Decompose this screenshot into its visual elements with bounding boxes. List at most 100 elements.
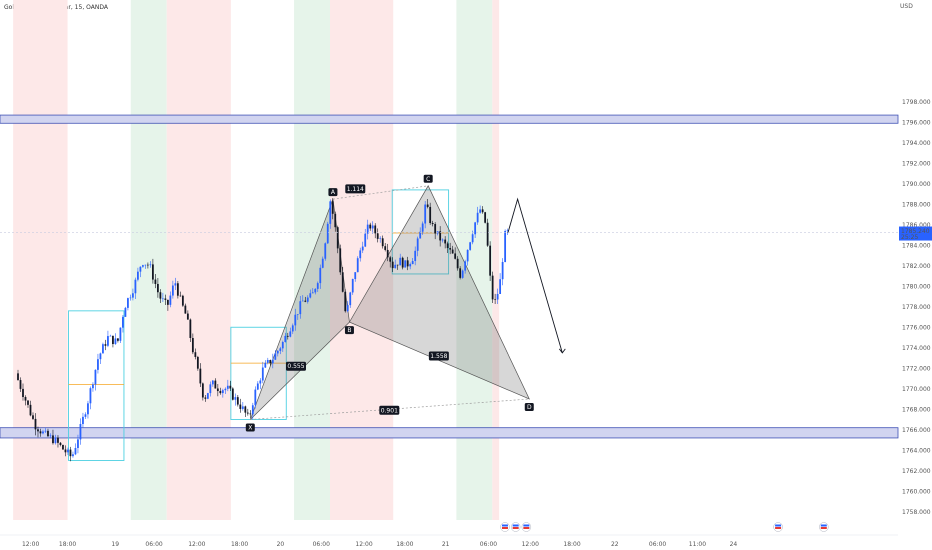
candle-body — [391, 261, 394, 269]
price-axis[interactable]: USD 1758.000 1760.000 1762.000 1764.000 1766.… — [0, 3, 932, 516]
time-tick: 11:00 — [689, 541, 706, 548]
candle-body — [161, 298, 164, 300]
candle-body — [409, 264, 412, 267]
candle-body — [134, 279, 137, 294]
candle-body — [341, 272, 344, 292]
candle-body — [491, 275, 494, 300]
us-event-flag-icon[interactable] — [510, 522, 521, 532]
us-event-flag-icon[interactable] — [773, 522, 783, 532]
point-label-C: C — [426, 176, 430, 183]
candle-body — [271, 359, 274, 364]
candle-body — [376, 233, 379, 239]
candle-body — [259, 380, 262, 384]
candle-body — [164, 298, 167, 300]
candle-body — [346, 305, 349, 312]
candle-body — [54, 437, 57, 444]
candle-body — [32, 415, 34, 419]
candle-body — [189, 319, 192, 339]
candle-body — [406, 260, 409, 267]
candle-body — [39, 431, 42, 434]
candle-body — [494, 299, 497, 301]
candle-body — [276, 350, 279, 354]
candle-body — [356, 258, 359, 273]
projection-line — [507, 197, 563, 354]
range-box — [68, 310, 125, 461]
candle-body — [289, 331, 292, 337]
candle-body — [316, 283, 319, 289]
candle-body — [244, 406, 247, 413]
candle-body — [139, 266, 142, 272]
time-tick: 06:00 — [145, 541, 162, 548]
candle-body — [411, 261, 414, 265]
candle-body — [166, 299, 169, 305]
time-tick: 12:00 — [522, 541, 539, 548]
candle-body — [59, 442, 62, 446]
candle-body — [241, 406, 244, 409]
candle-body — [204, 397, 207, 399]
time-tick: 22 — [611, 541, 619, 548]
time-tick: 24 — [730, 541, 738, 548]
pattern-ac-line — [332, 185, 429, 200]
candle-body — [496, 294, 499, 300]
range-box — [391, 189, 450, 275]
economic-events[interactable] — [500, 522, 829, 532]
us-event-flag-icon[interactable] — [500, 522, 510, 532]
candle-body — [481, 209, 484, 213]
candle-body — [186, 313, 189, 320]
flag-red — [820, 527, 827, 529]
candle-body — [469, 242, 472, 250]
us-event-flag-icon[interactable] — [521, 522, 532, 532]
candle-body — [226, 385, 229, 389]
candle-body — [112, 335, 114, 345]
candle-body — [426, 204, 429, 207]
candle-body — [216, 388, 219, 392]
candle-body — [52, 435, 54, 444]
candle-body — [474, 222, 477, 235]
price-tick: 1782.000 — [902, 263, 931, 270]
candle-body — [291, 325, 294, 332]
point-label-A: A — [331, 189, 336, 196]
candle-body — [239, 404, 242, 409]
time-tick: 18:00 — [59, 541, 76, 548]
candle-body — [79, 424, 82, 440]
candle-body — [176, 283, 179, 296]
point-label-X: X — [248, 425, 252, 432]
currency-label: USD — [900, 3, 913, 10]
candle-body — [396, 264, 399, 266]
candle-body — [84, 414, 87, 417]
price-tick: 1790.000 — [902, 181, 931, 188]
candle-body — [249, 413, 252, 415]
candle-body — [306, 297, 309, 302]
candle-body — [146, 264, 149, 266]
point-badge-C — [423, 174, 433, 183]
candle-body — [464, 261, 467, 271]
ratio-label: 1.558 — [430, 353, 447, 360]
time-tick: 18:00 — [396, 541, 413, 548]
candle-body — [29, 404, 32, 416]
price-tick: 1760.000 — [902, 488, 931, 495]
candle-body — [286, 335, 289, 337]
candle-body — [401, 257, 404, 268]
candle-body — [456, 258, 459, 269]
candle-body — [499, 279, 502, 295]
point-badge-A — [328, 188, 338, 197]
candle-body — [404, 260, 407, 268]
candle-body — [142, 265, 144, 267]
candle-body — [454, 253, 457, 259]
us-event-flag-icon[interactable] — [819, 522, 829, 532]
candle-body — [266, 359, 269, 363]
candle-body — [129, 297, 132, 299]
candle-body — [339, 248, 342, 273]
candle-body — [369, 224, 372, 229]
candle-body — [171, 285, 174, 296]
candle-body — [196, 356, 199, 369]
candle-body — [219, 391, 222, 394]
time-axis[interactable]: 12:00 18:00 19 06:00 12:00 18:00 20 06:00 12:00 1… — [0, 534, 898, 548]
candle-body — [296, 314, 299, 315]
candle-body — [62, 445, 64, 450]
flag-blue — [775, 524, 782, 527]
ratio-label: 0.901 — [381, 407, 398, 414]
point-label-B: B — [347, 327, 351, 334]
